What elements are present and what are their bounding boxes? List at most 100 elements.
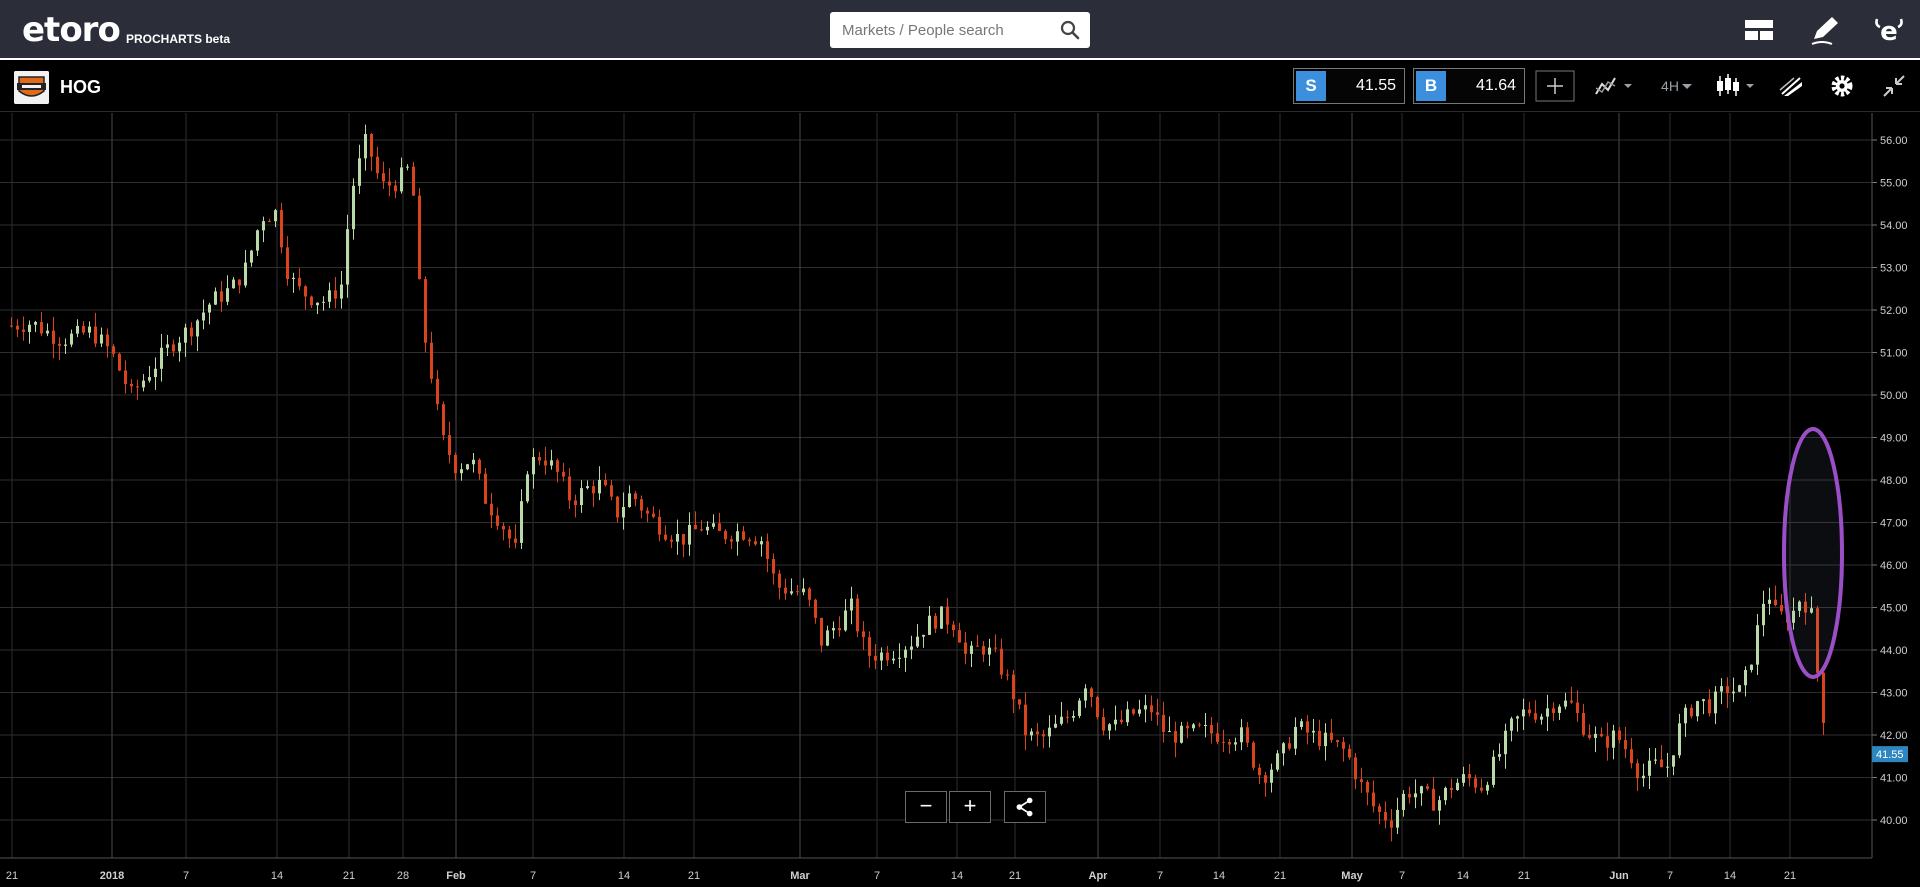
candle-body: [874, 655, 877, 661]
candle-body: [472, 459, 475, 465]
collapse-icon[interactable]: [1876, 68, 1912, 104]
candle-body: [1360, 779, 1363, 783]
candle-body: [1480, 787, 1483, 791]
candle-body: [478, 459, 481, 474]
candle-body: [1528, 709, 1531, 714]
candle-body: [436, 378, 439, 405]
crosshair-icon[interactable]: [1535, 68, 1575, 104]
candle-body: [1048, 727, 1051, 737]
candle-body: [1630, 749, 1633, 764]
candle-body: [1684, 707, 1687, 724]
x-tick-label: 21: [1274, 870, 1286, 882]
candle-body: [664, 534, 667, 540]
y-tick-label: 40.00: [1880, 815, 1908, 827]
candle-body: [274, 210, 277, 222]
candle-body: [1246, 727, 1249, 743]
candle-body: [280, 210, 283, 248]
x-tick-label: 28: [397, 870, 409, 882]
candlestick-type-icon[interactable]: [1710, 68, 1760, 104]
candle-body: [568, 476, 571, 501]
candle-body: [154, 368, 157, 378]
candle-body: [1474, 778, 1477, 788]
candle-body: [1678, 723, 1681, 756]
candle-body: [136, 386, 139, 388]
etoro-profile-icon[interactable]: e: [1872, 13, 1906, 47]
price-chart[interactable]: 56.00 55.00 54.00 53.00 52.00 51.00 50.00 49.00…: [0, 113, 1920, 887]
candle-body: [1726, 686, 1729, 694]
candle-body: [1534, 713, 1537, 720]
candle-body: [742, 531, 745, 540]
x-tick-label: Apr: [1089, 870, 1109, 882]
y-tick-label: 51.00: [1880, 348, 1908, 360]
x-tick-label: 2018: [100, 870, 124, 882]
candle-body: [760, 541, 763, 545]
candle-body: [538, 457, 541, 461]
candle-body: [1264, 775, 1267, 783]
candle-body: [1126, 709, 1129, 723]
candle-body: [1810, 608, 1813, 613]
drawing-tools-icon[interactable]: [1774, 68, 1810, 104]
candle-body: [520, 501, 523, 543]
candlestick-chart-svg[interactable]: 56.00 55.00 54.00 53.00 52.00 51.00 50.00 49.00…: [0, 113, 1920, 887]
y-tick-label: 54.00: [1880, 220, 1908, 232]
candle-body: [1204, 724, 1207, 726]
search-input[interactable]: [830, 12, 1090, 48]
candle-body: [1552, 708, 1555, 713]
candle-body: [196, 320, 199, 337]
candle-body: [298, 277, 301, 287]
candle-body: [1672, 755, 1675, 767]
candle-body: [88, 326, 91, 333]
candle-body: [898, 657, 901, 659]
candle-body: [994, 647, 997, 649]
candle-body: [904, 649, 907, 658]
candle-body: [730, 539, 733, 542]
candle-body: [268, 221, 271, 223]
candle-body: [694, 524, 697, 530]
candle-body: [304, 286, 307, 297]
search-icon[interactable]: [1060, 20, 1080, 40]
candle-body: [1378, 806, 1381, 812]
zoom-out-button[interactable]: −: [905, 791, 947, 823]
candle-body: [544, 460, 547, 466]
candle-body: [226, 288, 229, 302]
candle-body: [1228, 742, 1231, 745]
etoro-logo[interactable]: etoro: [22, 10, 121, 50]
layout-icon[interactable]: [1742, 13, 1776, 47]
candle-body: [1702, 699, 1705, 702]
candle-body: [922, 634, 925, 637]
edit-pen-icon[interactable]: [1808, 13, 1842, 47]
candle-body: [808, 588, 811, 600]
candle-body: [1468, 774, 1471, 779]
candle-body: [1420, 786, 1423, 794]
candle-body: [1636, 763, 1639, 779]
candle-body: [1666, 766, 1669, 768]
zoom-in-button[interactable]: +: [949, 791, 991, 823]
candle-body: [1564, 700, 1567, 707]
candle-body: [982, 645, 985, 655]
candle-body: [652, 513, 655, 517]
candle-body: [844, 610, 847, 631]
buy-price-button[interactable]: B 41.64: [1413, 68, 1525, 104]
highlight-ellipse: [1782, 427, 1844, 679]
candle-body: [1306, 721, 1309, 733]
candle-body: [442, 404, 445, 436]
candle-body: [490, 503, 493, 516]
candle-body: [262, 221, 265, 231]
settings-gear-icon[interactable]: [1824, 68, 1860, 104]
candle-body: [1462, 774, 1465, 783]
candlesticks: [10, 124, 1825, 842]
sell-price-button[interactable]: S 41.55: [1293, 68, 1405, 104]
candle-body: [166, 344, 169, 348]
candle-body: [916, 636, 919, 647]
indicators-icon[interactable]: [1590, 68, 1636, 104]
candle-body: [940, 606, 943, 629]
timeframe-dropdown[interactable]: 4H: [1650, 68, 1690, 104]
y-tick-label: 42.00: [1880, 730, 1908, 742]
candle-body: [1426, 786, 1429, 789]
candle-body: [1348, 748, 1351, 758]
candle-body: [10, 325, 13, 327]
candle-body: [310, 296, 313, 306]
share-icon[interactable]: [1004, 791, 1046, 823]
y-tick-label: 47.00: [1880, 518, 1908, 530]
candle-body: [412, 166, 415, 196]
